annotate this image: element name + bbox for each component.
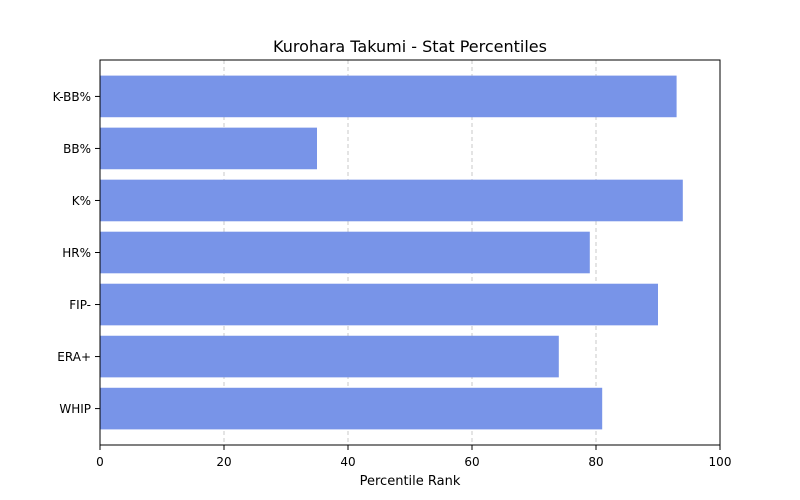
bar-k-bb bbox=[100, 75, 677, 118]
y-tick-label: BB% bbox=[63, 142, 91, 156]
x-tick-label: 20 bbox=[216, 455, 231, 469]
bar-era bbox=[100, 335, 559, 378]
chart-title: Kurohara Takumi - Stat Percentiles bbox=[273, 37, 547, 56]
x-tick-label: 40 bbox=[340, 455, 355, 469]
y-tick-label: HR% bbox=[62, 246, 91, 260]
y-tick-label: FIP- bbox=[69, 298, 91, 312]
y-axis-ticks: WHIP ERA+ FIP- HR% K% BB% K-BB% bbox=[53, 90, 100, 416]
bar-fip bbox=[100, 283, 658, 326]
y-tick-label: K-BB% bbox=[53, 90, 91, 104]
bars bbox=[100, 75, 683, 430]
bar-k bbox=[100, 179, 683, 222]
bar-whip bbox=[100, 387, 603, 430]
y-tick-label: WHIP bbox=[59, 402, 91, 416]
bar-bb bbox=[100, 127, 317, 170]
y-tick-label: ERA+ bbox=[57, 350, 91, 364]
x-tick-label: 100 bbox=[709, 455, 732, 469]
x-tick-label: 0 bbox=[96, 455, 104, 469]
bar-hr bbox=[100, 231, 590, 274]
x-axis-ticks: 0 20 40 60 80 100 bbox=[96, 445, 731, 469]
x-tick-label: 60 bbox=[464, 455, 479, 469]
x-axis-label: Percentile Rank bbox=[360, 474, 461, 489]
y-tick-label: K% bbox=[72, 194, 91, 208]
x-tick-label: 80 bbox=[588, 455, 603, 469]
